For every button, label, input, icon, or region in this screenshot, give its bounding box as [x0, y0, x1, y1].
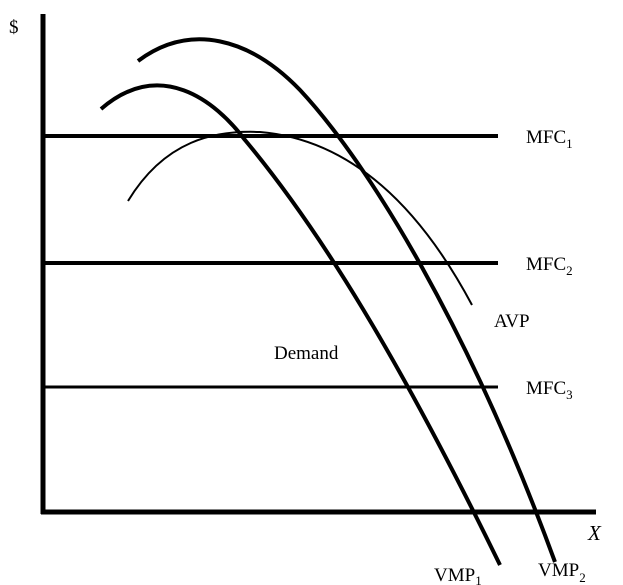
mfc1-label-base: MFC	[526, 127, 566, 148]
vmp1-curve	[99, 83, 502, 566]
mfc2-label-sub: 2	[566, 263, 573, 278]
vmp1-label-sub: 1	[475, 573, 482, 585]
vmp2-curve	[136, 37, 557, 563]
avp-curve	[127, 130, 473, 306]
mfc1-label: MFC1	[526, 127, 573, 151]
mfc2-label-base: MFC	[526, 254, 566, 275]
mfc1-label-sub: 1	[566, 136, 573, 151]
vmp1-label: VMP1	[434, 565, 482, 585]
mfc3-label-sub: 3	[566, 387, 573, 402]
vmp1-label-base: VMP	[434, 565, 475, 585]
vmp2-label: VMP2	[538, 560, 586, 585]
demand-label: Demand	[274, 343, 339, 364]
avp-label: AVP	[494, 311, 530, 332]
mfc3-label-base: MFC	[526, 378, 566, 399]
vmp2-label-sub: 2	[579, 570, 586, 585]
mfc2-label: MFC2	[526, 254, 573, 278]
mfc3-label: MFC3	[526, 378, 573, 402]
vmp2-label-base: VMP	[538, 560, 579, 581]
x-axis-label: X	[587, 521, 602, 545]
y-axis-label: $	[9, 17, 19, 38]
